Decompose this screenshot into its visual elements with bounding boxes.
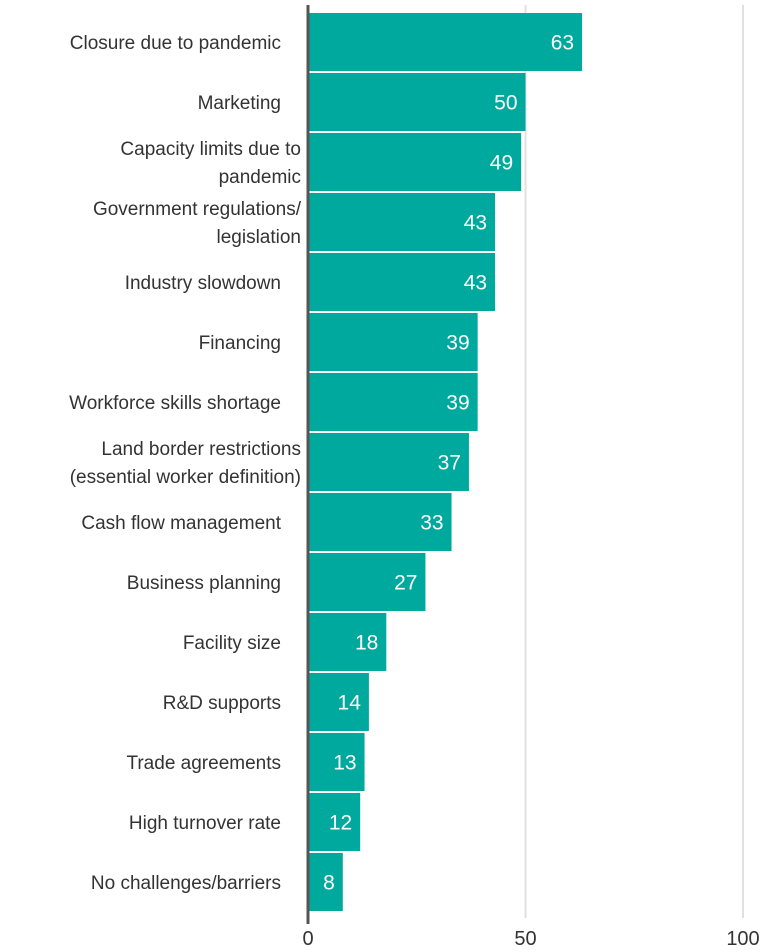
- data-label: 43: [464, 212, 487, 235]
- data-label: 43: [464, 272, 487, 295]
- bar: [308, 133, 522, 191]
- category-label: Industry slowdown: [125, 273, 281, 294]
- data-label: 63: [551, 32, 574, 55]
- x-tick-labels: 0 50 100: [302, 928, 759, 950]
- data-label: 50: [494, 92, 517, 115]
- category-label-line: Workforce skills shortage: [69, 393, 281, 414]
- bar: [308, 553, 426, 611]
- data-label: 37: [438, 452, 461, 475]
- bar: [308, 673, 369, 731]
- category-label-line: Government regulations/: [93, 199, 302, 220]
- gridlines: [524, 5, 744, 918]
- category-label-line: Land border restrictions: [101, 439, 301, 460]
- category-label: Workforce skills shortage: [69, 393, 281, 414]
- category-label-line: Marketing: [198, 93, 281, 114]
- bars: 63 50 49 43 43 39 39 37 33 27 18 14 13 12 8: [308, 13, 583, 911]
- bar: [308, 493, 452, 551]
- data-label: 27: [394, 572, 417, 595]
- category-label: Marketing: [198, 93, 281, 114]
- bar: [308, 613, 387, 671]
- category-labels: Closure due to pandemic Marketing Capacity…: [69, 33, 302, 894]
- category-label: Business planning: [127, 573, 281, 594]
- category-label-line: Financing: [199, 333, 281, 354]
- category-label: Capacity limits due to pandemic: [120, 139, 301, 188]
- data-label: 39: [446, 392, 469, 415]
- bar: [308, 793, 361, 851]
- category-label-line: Business planning: [127, 573, 281, 594]
- category-label-line: legislation: [217, 227, 302, 248]
- category-label-line: Facility size: [183, 633, 281, 654]
- category-label-line: Cash flow management: [81, 513, 281, 534]
- bar: [308, 193, 496, 251]
- data-label: 49: [490, 152, 513, 175]
- category-label-line: pandemic: [219, 167, 301, 188]
- category-label-line: High turnover rate: [129, 813, 281, 834]
- x-tick-label: 50: [514, 928, 536, 950]
- bar: [308, 313, 478, 371]
- category-label-line: Industry slowdown: [125, 273, 281, 294]
- x-tick-label: 100: [726, 928, 759, 950]
- data-label: 8: [323, 872, 335, 895]
- x-tick-label: 0: [302, 928, 313, 950]
- data-label: 13: [333, 752, 356, 775]
- bar: [308, 13, 583, 71]
- bar: [308, 373, 478, 431]
- category-label: Land border restrictions (essential worke…: [70, 439, 301, 488]
- category-label-line: (essential worker definition): [70, 467, 301, 488]
- category-label: Government regulations/legislation: [93, 199, 302, 248]
- category-label: Closure due to pandemic: [70, 33, 281, 54]
- data-label: 33: [420, 512, 443, 535]
- category-label: Trade agreements: [126, 753, 281, 774]
- bar: [308, 853, 343, 911]
- category-label: Facility size: [183, 633, 281, 654]
- category-label: Financing: [199, 333, 281, 354]
- bar: [308, 73, 526, 131]
- bar: [308, 253, 496, 311]
- data-label: 18: [355, 632, 378, 655]
- data-label: 39: [446, 332, 469, 355]
- data-label: 14: [338, 692, 362, 715]
- category-label-line: No challenges/barriers: [91, 873, 281, 894]
- category-label: Cash flow management: [81, 513, 281, 534]
- category-label-line: Trade agreements: [126, 753, 281, 774]
- category-label-line: R&D supports: [163, 693, 281, 714]
- category-label: R&D supports: [163, 693, 281, 714]
- category-label: No challenges/barriers: [91, 873, 281, 894]
- category-label: High turnover rate: [129, 813, 281, 834]
- bar: [308, 433, 469, 491]
- category-label-line: Capacity limits due to: [120, 139, 301, 160]
- category-label-line: Closure due to pandemic: [70, 33, 281, 54]
- data-label: 12: [329, 812, 352, 835]
- bar: [308, 733, 365, 791]
